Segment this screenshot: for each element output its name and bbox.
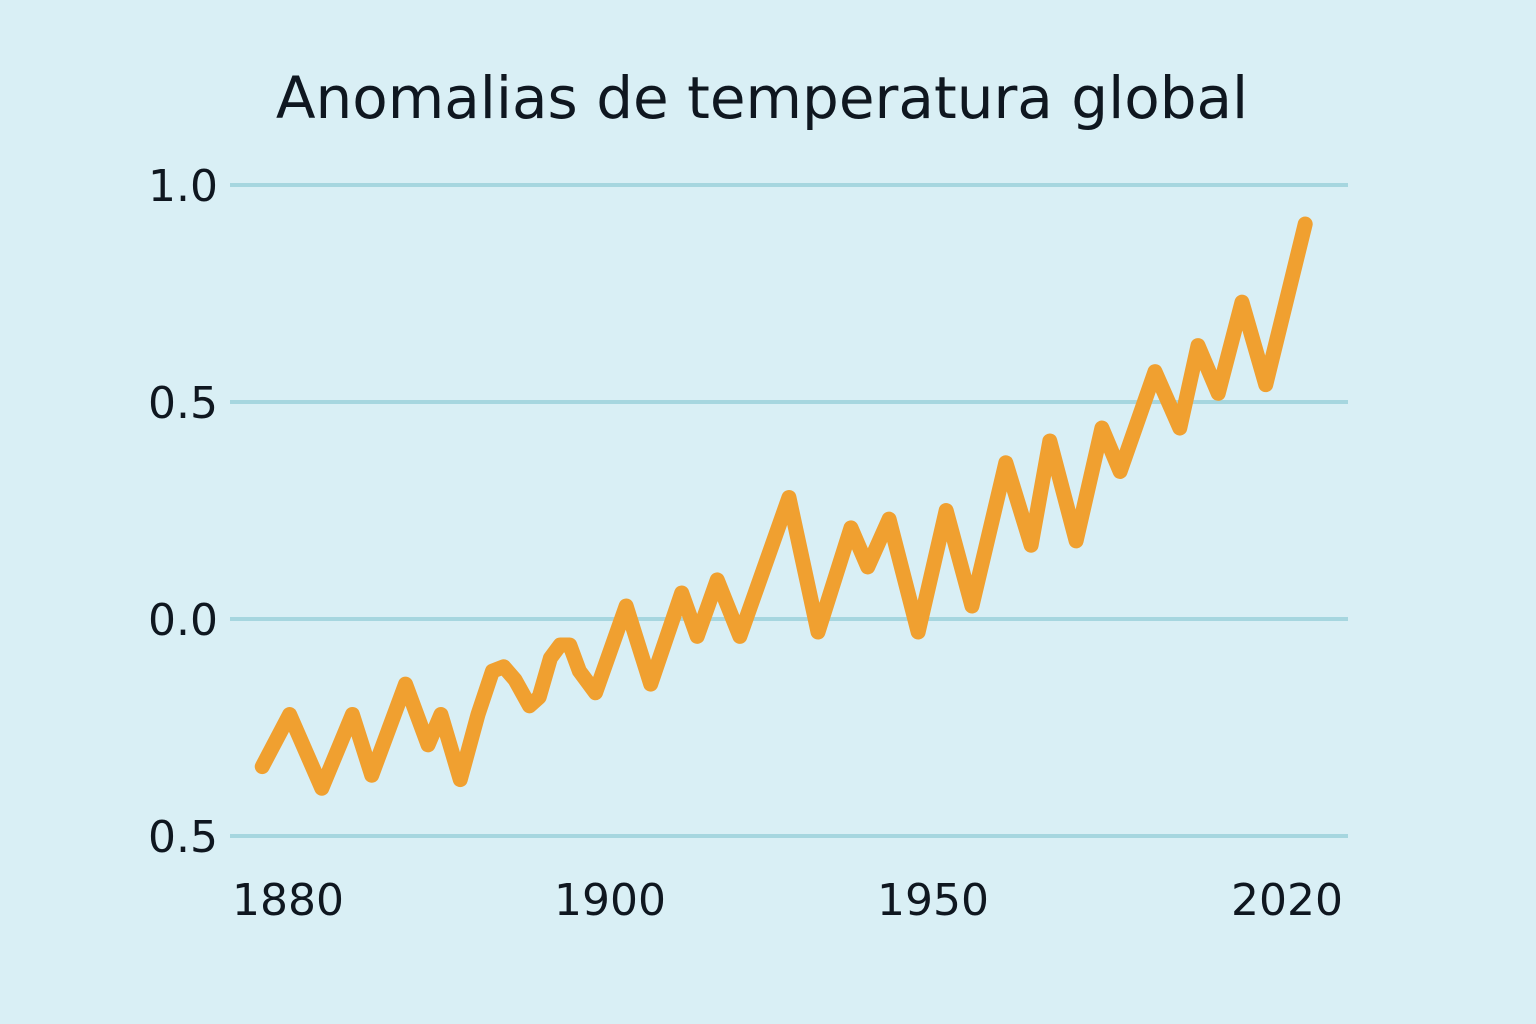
chart-title: Anomalias de temperatura global: [276, 64, 1248, 132]
y-tick-label: 0.5: [148, 378, 218, 429]
y-axis-ticks: 1.0 0.5 0.0 0.5: [148, 161, 218, 863]
y-tick-label: 1.0: [148, 161, 218, 212]
series-group: [254, 216, 1313, 796]
x-tick-label: 1950: [877, 875, 989, 926]
x-axis-ticks: 1880 1900 1950 2020: [232, 875, 1343, 926]
series-line: [254, 216, 1313, 796]
y-tick-label: 0.0: [148, 595, 218, 646]
y-tick-label: 0.5: [148, 812, 218, 863]
x-tick-label: 1880: [232, 875, 344, 926]
x-tick-label: 2020: [1231, 875, 1343, 926]
x-tick-label: 1900: [554, 875, 666, 926]
